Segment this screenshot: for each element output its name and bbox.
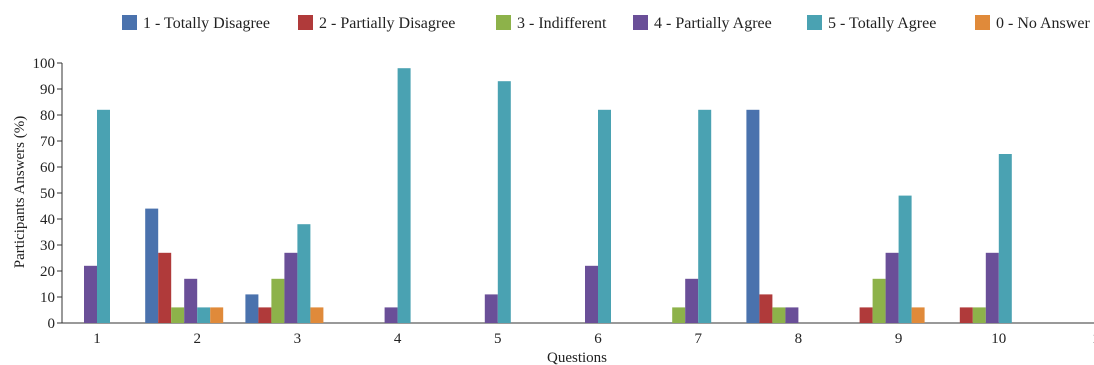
y-tick-label: 10 bbox=[40, 290, 55, 306]
bar-q9-s6 bbox=[911, 307, 925, 323]
bar-q2-s3 bbox=[171, 307, 185, 323]
x-tick-label: 10 bbox=[991, 331, 1006, 347]
legend: 1 - Totally Disagree 2 - Partially Disagr… bbox=[122, 15, 1090, 32]
bar-q6-s5 bbox=[598, 109, 611, 323]
x-axis-title: Questions bbox=[547, 350, 607, 365]
legend-swatch bbox=[496, 15, 511, 30]
bar-q2-s6 bbox=[210, 307, 224, 323]
y-tick-label: 80 bbox=[40, 108, 55, 124]
x-tick-label: 1 bbox=[93, 331, 101, 347]
bar-q4-s4 bbox=[384, 307, 398, 323]
bar-q1-s5 bbox=[97, 109, 110, 323]
legend-swatch bbox=[807, 15, 822, 30]
bar-q1-s4 bbox=[84, 265, 97, 323]
y-tick-label: 100 bbox=[33, 56, 56, 72]
bar-q2-s4 bbox=[184, 278, 198, 323]
bar-q8-s4 bbox=[785, 307, 799, 323]
bar-q3-s1 bbox=[245, 294, 259, 323]
bar-q3-s5 bbox=[297, 224, 311, 323]
bar-q9-s4 bbox=[885, 252, 899, 323]
legend-label: 3 - Indifferent bbox=[517, 15, 607, 32]
bar-q9-s3 bbox=[872, 278, 886, 323]
bars bbox=[84, 68, 1012, 323]
bar-q3-s2 bbox=[258, 307, 272, 323]
bar-q7-s5 bbox=[698, 109, 712, 323]
y-tick-label: 30 bbox=[40, 238, 55, 254]
x-tick-label: 3 bbox=[294, 331, 302, 347]
bar-q10-s3 bbox=[972, 307, 986, 323]
bar-q7-s4 bbox=[685, 278, 699, 323]
x-tick-label: 4 bbox=[394, 331, 402, 347]
legend-label: 0 - No Answer bbox=[996, 15, 1090, 32]
y-tick-label: 90 bbox=[40, 82, 55, 98]
y-tick-label: 20 bbox=[40, 264, 55, 280]
x-axis: 1 2 3 4 5 6 7 8 9 10 1 bbox=[62, 322, 1094, 347]
legend-swatch bbox=[975, 15, 990, 30]
x-tick-label: 7 bbox=[694, 331, 702, 347]
bar-q10-s5 bbox=[998, 154, 1012, 323]
x-tick-label-extra: 1 bbox=[1092, 331, 1094, 347]
bar-q10-s2 bbox=[959, 307, 973, 323]
bar-q10-s4 bbox=[985, 252, 999, 323]
bar-q3-s3 bbox=[271, 278, 285, 323]
bar-q8-s2 bbox=[759, 294, 773, 323]
legend-label: 2 - Partially Disagree bbox=[319, 15, 455, 32]
bar-q3-s4 bbox=[284, 252, 298, 323]
bar-q8-s1 bbox=[746, 109, 760, 323]
x-tick-label: 2 bbox=[193, 331, 201, 347]
legend-label: 5 - Totally Agree bbox=[828, 15, 936, 32]
x-tick-label: 8 bbox=[795, 331, 803, 347]
x-tick-label: 9 bbox=[895, 331, 903, 347]
bar-q2-s5 bbox=[197, 307, 211, 323]
bar-q3-s6 bbox=[310, 307, 324, 323]
legend-label: 4 - Partially Agree bbox=[654, 15, 772, 32]
bar-q5-s5 bbox=[497, 81, 511, 323]
y-axis-title: Participants Answers (%) bbox=[12, 116, 28, 268]
bar-q6-s4 bbox=[585, 265, 598, 323]
y-tick-label: 40 bbox=[40, 212, 55, 228]
bar-q9-s5 bbox=[898, 195, 912, 323]
bar-q7-s3 bbox=[672, 307, 686, 323]
y-axis: 0 10 20 30 40 50 60 70 80 90 100 bbox=[33, 56, 63, 332]
x-tick-label: 6 bbox=[594, 331, 602, 347]
legend-swatch bbox=[122, 15, 137, 30]
y-tick-label: 50 bbox=[40, 186, 55, 202]
bar-q2-s1 bbox=[145, 208, 159, 323]
bar-q4-s5 bbox=[397, 68, 411, 323]
y-tick-label: 60 bbox=[40, 160, 55, 176]
legend-swatch bbox=[298, 15, 313, 30]
legend-swatch bbox=[633, 15, 648, 30]
legend-label: 1 - Totally Disagree bbox=[143, 15, 270, 32]
y-tick-label: 70 bbox=[40, 134, 55, 150]
x-tick-label: 5 bbox=[494, 331, 502, 347]
bar-q8-s3 bbox=[772, 307, 786, 323]
y-tick-label: 0 bbox=[48, 316, 56, 332]
bar-q2-s2 bbox=[158, 252, 172, 323]
bar-q5-s4 bbox=[484, 294, 498, 323]
bar-q9-s2 bbox=[859, 307, 873, 323]
